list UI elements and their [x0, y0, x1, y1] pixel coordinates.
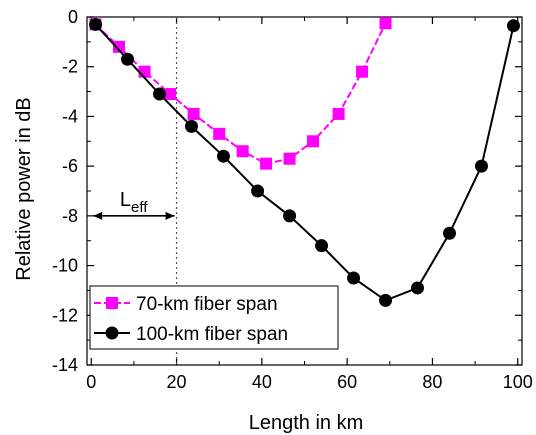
leff-label-main: L [120, 189, 131, 211]
data-point-square [332, 107, 345, 120]
legend: 70-km fiber span 100-km fiber span [89, 285, 339, 350]
data-point-square [307, 135, 320, 148]
data-point-square [236, 145, 249, 158]
legend-marker-circle [105, 326, 119, 340]
data-point-circle [411, 281, 425, 295]
x-tick-label: 80 [422, 372, 442, 392]
y-tick-label: -8 [62, 206, 78, 226]
legend-label-2: 100-km fiber span [136, 324, 288, 345]
leff-label-sub: eff [131, 199, 148, 216]
data-point-circle [474, 159, 488, 173]
y-tick-label: -10 [52, 256, 78, 276]
data-point-square [164, 88, 177, 101]
data-point-square [138, 65, 151, 78]
data-point-circle [184, 119, 198, 133]
x-tick-label: 0 [86, 372, 96, 392]
data-point-square [260, 157, 273, 170]
data-point-square [112, 40, 125, 53]
data-point-circle [443, 226, 456, 240]
data-point-square [356, 65, 369, 78]
y-tick-label: -4 [62, 106, 78, 126]
data-point-circle [121, 52, 135, 66]
x-tick-label: 20 [167, 372, 187, 392]
y-tick-label: -2 [62, 57, 78, 77]
series-line-1 [94, 22, 387, 165]
x-tick-label: 100 [503, 372, 533, 392]
y-tick-label: -14 [52, 355, 78, 375]
data-point-square [213, 127, 226, 140]
data-point-circle [379, 293, 393, 307]
series-line-2 [94, 23, 515, 302]
x-tick-label: 60 [337, 372, 357, 392]
data-point-circle [347, 271, 361, 285]
data-point-circle [283, 209, 297, 223]
legend-marker-square [106, 297, 118, 309]
legend-box [89, 285, 339, 350]
data-point-circle [89, 17, 103, 31]
series-layer [89, 17, 520, 307]
data-point-circle [251, 184, 265, 198]
leff-label: Leff [120, 189, 148, 216]
y-tick-label: -6 [62, 156, 78, 176]
x-axis-title: Length in km [249, 412, 364, 434]
legend-label-1: 70-km fiber span [136, 294, 278, 315]
data-point-square [379, 17, 392, 30]
axes: 0 20 40 60 80 100 0 -2 -4 -6 -8 -10 -12 -14 [52, 7, 533, 392]
data-point-circle [216, 149, 230, 163]
x-tick-label: 40 [252, 372, 272, 392]
data-point-circle [315, 239, 329, 253]
data-point-circle [506, 19, 520, 33]
data-point-square [283, 152, 296, 165]
data-point-square [187, 107, 200, 120]
y-tick-label: -12 [52, 305, 78, 325]
y-tick-label: 0 [68, 7, 78, 27]
data-point-circle [153, 87, 166, 101]
y-axis-title: Relative power in dB [13, 97, 35, 280]
